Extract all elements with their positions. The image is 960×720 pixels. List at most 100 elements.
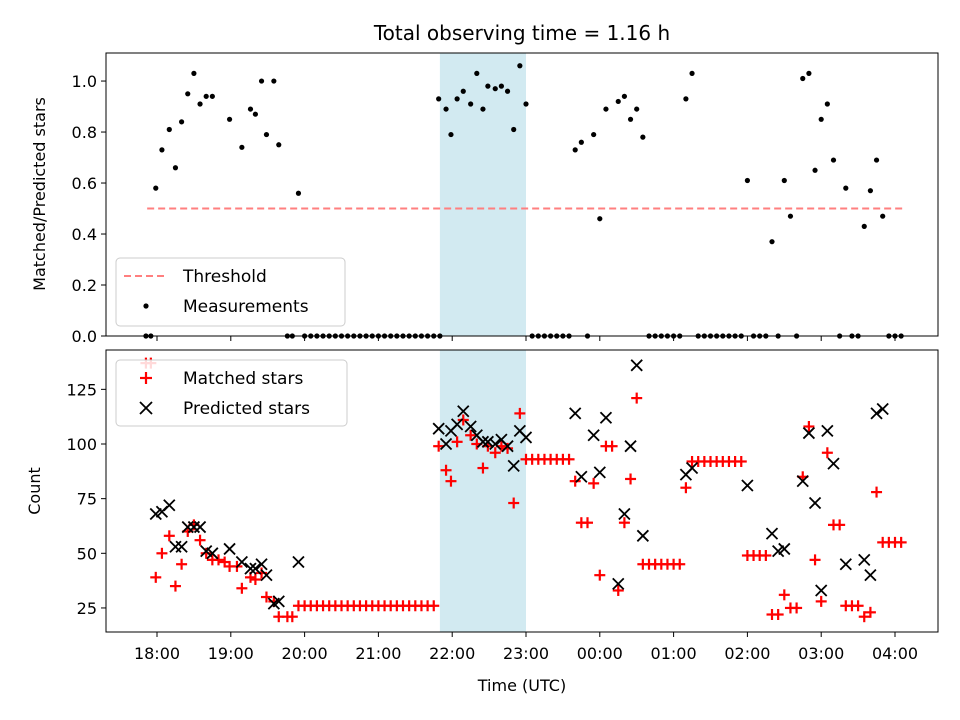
measurement-point xyxy=(258,78,265,84)
predicted-star-point xyxy=(624,440,637,453)
y-tick-label: 0.6 xyxy=(72,174,97,193)
measurement-point xyxy=(485,83,491,89)
predicted-star-point xyxy=(765,527,779,540)
predicted-star-point xyxy=(630,359,643,372)
measurement-point xyxy=(627,116,634,122)
top-legend: Threshold Measurements xyxy=(115,257,346,327)
predicted-star-point xyxy=(249,562,262,575)
predicted-star-point xyxy=(858,553,871,566)
measurement-point xyxy=(295,190,302,196)
matched-star-point xyxy=(163,530,175,542)
legend-measurements-label: Measurements xyxy=(183,297,309,317)
predicted-star-point xyxy=(612,577,625,591)
measurement-point xyxy=(578,139,584,145)
y-tick-label: 0.2 xyxy=(72,276,97,295)
predicted-star-point xyxy=(685,461,699,475)
matched-star-point xyxy=(514,407,526,419)
predicted-star-point xyxy=(464,420,477,433)
x-tick-label: 03:00 xyxy=(798,644,844,663)
top-panel: 0.0 0.2 0.4 0.6 0.8 1.0 Total observing time … xyxy=(30,21,939,346)
measurement-point xyxy=(185,91,191,97)
predicted-star-point xyxy=(272,595,285,608)
matched-star-point xyxy=(489,447,501,459)
predicted-star-point xyxy=(489,437,502,451)
measurement-point xyxy=(166,126,172,133)
predicted-star-point xyxy=(193,520,207,534)
top-y-ticks: 0.0 0.2 0.4 0.6 0.8 1.0 xyxy=(72,72,106,346)
measurement-point xyxy=(591,131,597,138)
measurement-point xyxy=(203,93,209,99)
matched-star-point xyxy=(625,473,637,485)
matched-star-point xyxy=(821,447,833,459)
measurement-point xyxy=(861,223,867,229)
matched-star-point xyxy=(674,558,686,570)
measurement-point xyxy=(621,93,628,99)
matched-star-point xyxy=(778,589,790,601)
predicted-star-point xyxy=(636,529,649,542)
legend-threshold-label: Threshold xyxy=(182,267,267,287)
predicted-star-point xyxy=(575,470,588,483)
predicted-star-point xyxy=(501,440,514,453)
measurement-point xyxy=(209,93,215,99)
measurement-point xyxy=(474,70,480,76)
measurement-point xyxy=(443,106,449,112)
measurement-point xyxy=(492,86,498,92)
x-tick-label: 00:00 xyxy=(577,644,623,663)
predicted-star-point xyxy=(587,429,600,442)
measurement-point xyxy=(880,213,886,219)
matched-star-point xyxy=(772,609,784,621)
x-tick-label: 19:00 xyxy=(208,644,254,663)
predicted-star-point xyxy=(864,569,877,582)
measurement-point xyxy=(252,111,258,117)
measurement-point xyxy=(781,177,787,184)
measurement-point xyxy=(523,101,529,107)
measurement-point xyxy=(824,101,830,107)
x-tick-label: 01:00 xyxy=(651,644,697,663)
top-x-ticks xyxy=(156,336,896,341)
measurement-point xyxy=(572,147,578,153)
predicted-star-point xyxy=(175,540,188,553)
matched-star-point xyxy=(680,482,692,494)
top-y-axis-label: Matched/Predicted stars xyxy=(30,97,49,291)
legend-matched-label: Matched stars xyxy=(183,369,303,389)
y-tick-label: 0.0 xyxy=(72,327,97,346)
predicted-star-point xyxy=(450,418,464,431)
y-tick-label: 125 xyxy=(66,380,97,399)
predicted-star-point xyxy=(507,459,520,472)
matched-star-point xyxy=(433,440,445,452)
matched-star-point xyxy=(286,611,298,623)
measurement-point xyxy=(597,216,603,222)
top-legend-box xyxy=(115,257,346,327)
matched-star-point xyxy=(457,414,469,426)
measurement-point xyxy=(787,213,794,219)
legend-predicted-swatch xyxy=(139,401,153,415)
y-tick-label: 75 xyxy=(77,490,97,509)
predicted-star-point xyxy=(802,426,816,440)
matched-star-point xyxy=(588,477,600,489)
measurement-point xyxy=(460,88,466,94)
measurement-point xyxy=(498,83,504,89)
matched-star-point xyxy=(477,462,489,474)
matched-star-point xyxy=(791,602,803,614)
bottom-legend-box xyxy=(115,359,348,427)
predicted-star-point xyxy=(457,405,470,418)
measurement-point xyxy=(634,106,640,112)
measurement-point xyxy=(172,165,179,171)
measurement-point xyxy=(812,167,818,173)
bottom-axes-frame xyxy=(105,349,939,633)
predicted-star-point xyxy=(808,496,822,510)
legend-measurements-swatch xyxy=(143,303,149,309)
measurement-point xyxy=(179,119,185,125)
predicted-star-point xyxy=(260,569,273,582)
predicted-star-point xyxy=(432,422,445,435)
measurement-point xyxy=(640,134,646,140)
x-tick-label: 18:00 xyxy=(134,644,180,663)
measurement-point xyxy=(689,70,695,76)
measurement-point xyxy=(454,96,460,102)
measurement-point xyxy=(806,70,812,76)
predicted-star-point xyxy=(519,431,533,444)
measurement-point xyxy=(683,96,689,102)
measurement-point xyxy=(468,101,474,107)
matched-star-point xyxy=(582,517,593,529)
predicted-star-point xyxy=(741,479,754,492)
